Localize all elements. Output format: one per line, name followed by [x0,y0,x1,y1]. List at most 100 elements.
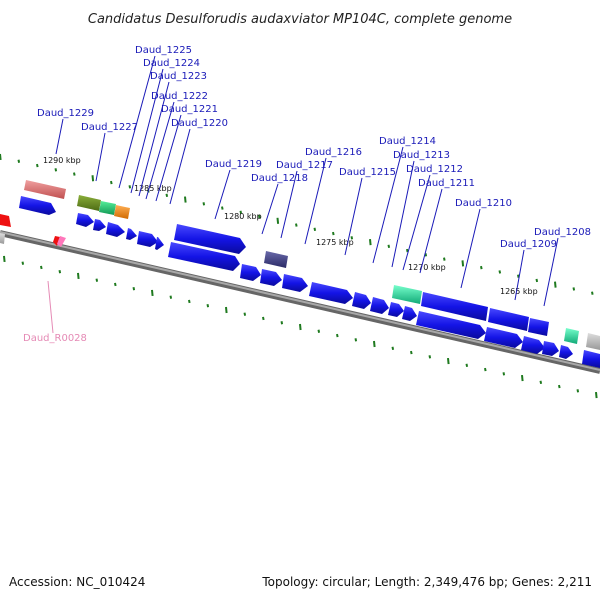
minor-tick [484,367,487,372]
minor-tick [480,265,483,270]
minor-tick [202,202,206,206]
gene-blue[interactable] [260,269,282,286]
position-ruler [0,153,598,399]
minor-tick [54,168,58,172]
gene-label[interactable]: Daud_1211 [418,178,475,189]
gene-label[interactable]: Daud_1219 [205,159,262,170]
gene-mint[interactable] [564,328,579,344]
gene-label[interactable]: Daud_1215 [339,167,396,178]
gene-olive[interactable] [77,195,101,211]
gene-blue-large[interactable] [484,327,523,348]
gene-blue-large[interactable] [421,292,488,321]
gene-blue[interactable] [559,345,573,359]
major-tick [151,289,154,297]
gene-salmon[interactable] [24,180,66,199]
gene-blue[interactable] [402,306,417,321]
gene-blue-large[interactable] [488,308,529,331]
gene-blue-small[interactable] [76,213,94,227]
gene-pink-rna[interactable] [57,236,66,247]
minor-tick [410,350,413,355]
minor-tick [95,278,99,282]
minor-tick [221,206,224,210]
gene-orange[interactable] [114,205,130,219]
gene-label[interactable]: Daud_1220 [171,118,228,129]
minor-tick [391,346,395,350]
gene-blue-small[interactable] [137,231,158,247]
major-tick [184,196,187,203]
gene-label[interactable]: Daud_1217 [276,160,333,171]
gene-blue-large[interactable] [168,242,240,271]
minor-tick [572,287,576,291]
genes-upper-lane [0,180,600,368]
gene-label[interactable]: Daud_1214 [379,136,436,147]
gene-blue-large[interactable] [174,224,246,254]
gene-blue[interactable] [388,302,404,317]
gene-blue-small[interactable] [106,222,125,237]
gene-grey[interactable] [0,233,5,244]
minor-tick [354,338,358,342]
gene-label[interactable]: Daud_1213 [393,150,450,161]
gene-red[interactable] [0,214,11,227]
gene-teal[interactable] [99,201,116,215]
minor-tick [465,363,469,367]
minor-tick [128,185,132,189]
gene-blue-small[interactable] [93,219,106,231]
major-tick [447,357,450,365]
gene-blue[interactable] [528,318,549,336]
accession-text: Accession: NC_010424 [9,575,145,589]
gene-label[interactable]: Daud_1224 [143,58,200,69]
minor-tick [535,278,539,283]
minor-tick [502,372,506,376]
minor-tick [443,257,446,261]
minor-tick [132,287,136,291]
gene-blue[interactable] [521,336,545,354]
minor-tick [517,274,520,278]
gene-label[interactable]: Daud_1209 [500,239,557,250]
gene-blue-small[interactable] [155,237,164,250]
kbp-label-1290: 1290 kbp [43,156,81,165]
gene-blue[interactable] [542,341,559,356]
minor-tick [350,236,354,240]
gene-red-rna[interactable] [53,236,60,246]
minor-tick [258,214,261,219]
minor-tick [110,180,113,185]
gene-label[interactable]: Daud_1223 [150,71,207,82]
major-tick [369,239,372,246]
gene-blue[interactable] [352,292,371,309]
gene-label[interactable]: Daud_1210 [455,198,512,209]
gene-blue[interactable] [582,350,600,368]
gene-label-group: Daud_1225 Daud_1224 Daud_1223 Daud_1222 … [23,45,591,344]
gene-slate[interactable] [264,251,288,268]
minor-tick [558,384,561,389]
gene-blue-large[interactable] [309,282,353,304]
minor-tick [17,159,21,163]
map-title: Candidatus Desulforudis audaxviator MP10… [88,12,512,27]
gene-mint[interactable] [392,285,422,304]
gene-blue-small[interactable] [126,228,137,240]
gene-forward[interactable] [19,196,56,215]
topology-text: Topology: circular; Length: 2,349,476 bp… [261,575,592,589]
gene-label[interactable]: Daud_1212 [406,164,463,175]
gene-label[interactable]: Daud_1227 [81,122,138,133]
gene-label[interactable]: Daud_1229 [37,108,94,119]
genome-backbone [0,230,600,374]
gene-grey[interactable] [586,333,600,350]
gene-blue[interactable] [282,274,308,292]
kbp-label-1270: 1270 kbp [408,263,446,272]
minor-tick [317,329,321,333]
major-tick [373,340,376,348]
major-tick [276,217,280,224]
gene-blue-large[interactable] [416,311,486,339]
gene-label[interactable]: Daud_1222 [151,91,208,102]
gene-label[interactable]: Daud_1225 [135,45,192,56]
minor-tick [243,312,247,316]
gene-label[interactable]: Daud_1216 [305,147,362,158]
gene-blue[interactable] [370,297,389,314]
gene-label[interactable]: Daud_1208 [534,227,591,238]
gene-blue[interactable] [240,264,261,281]
gene-label[interactable]: Daud_1221 [161,104,218,115]
major-tick [595,391,598,399]
gene-label[interactable]: Daud_1218 [251,173,308,184]
rna-label[interactable]: Daud_R0028 [23,333,87,344]
